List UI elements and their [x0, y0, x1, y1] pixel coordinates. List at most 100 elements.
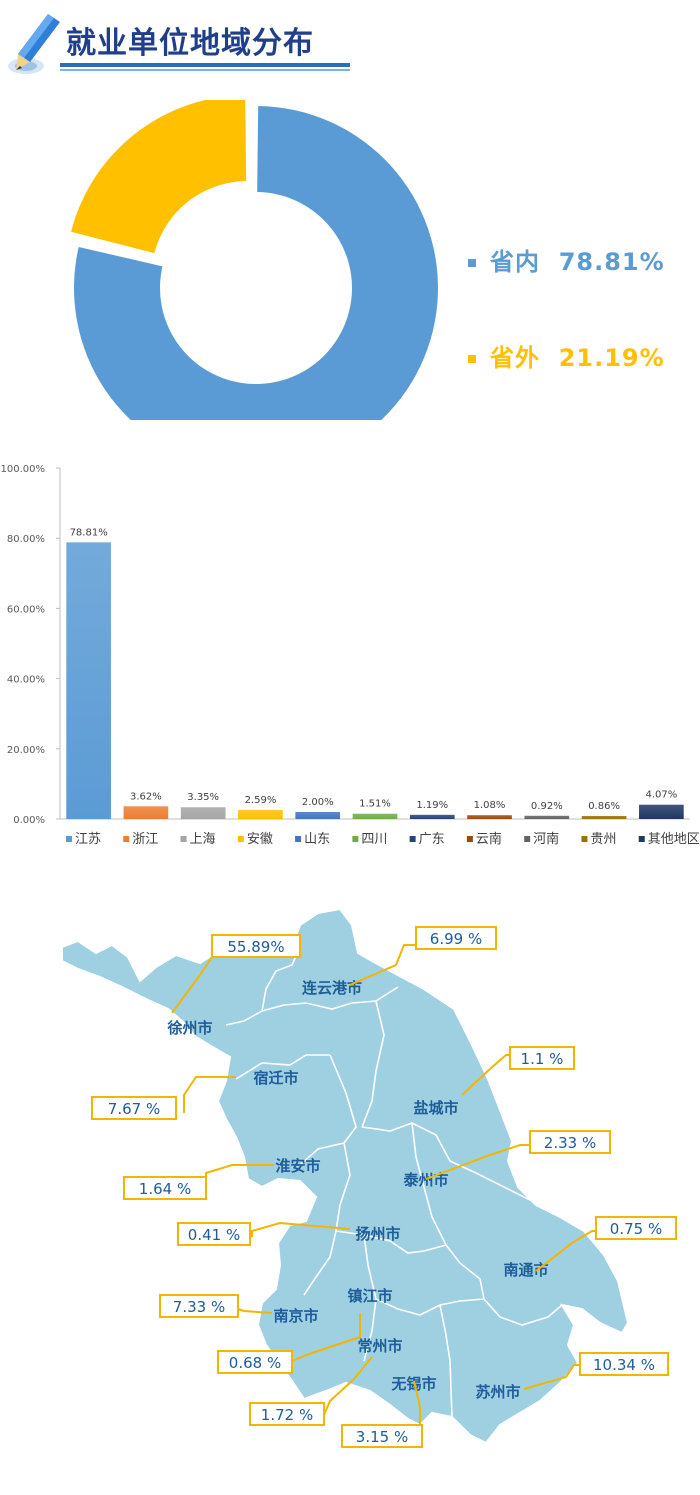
callout-box: [595, 1216, 677, 1240]
callout-line: [535, 1230, 596, 1272]
callout-box: [509, 1046, 575, 1070]
callout-box: [211, 934, 301, 958]
y-tick-label: 20.00%: [7, 745, 45, 756]
bar-value-label: 2.59%: [245, 795, 277, 806]
callout-box: [529, 1130, 611, 1154]
callout-line: [251, 1221, 351, 1237]
callout-box: [415, 926, 497, 950]
callout-value: 55.89%: [227, 938, 284, 956]
y-tick-label: 40.00%: [7, 675, 45, 686]
y-tick-label: 100.00%: [1, 464, 46, 475]
donut-svg: [71, 100, 438, 420]
title-underline-thin: [60, 69, 350, 71]
callout-value: 1.64 %: [139, 1180, 191, 1198]
legend-label: 河南: [533, 831, 559, 847]
callout-box: [579, 1352, 669, 1376]
callout-value: 0.68 %: [229, 1354, 281, 1372]
legend-value: 78.81%: [558, 248, 665, 276]
map-city-label: 常州市: [357, 1337, 402, 1355]
legend-province-outside: 省外 21.19%: [468, 338, 665, 373]
callout-value: 0.75 %: [610, 1220, 662, 1238]
map-city-label: 镇江市: [347, 1287, 392, 1305]
bar: [581, 815, 627, 819]
bar-value-label: 4.07%: [645, 790, 677, 801]
legend-swatch: [237, 836, 244, 842]
map-city-label: 徐州市: [166, 1019, 212, 1037]
callout-value: 7.67 %: [108, 1100, 160, 1118]
legend-label: 省外: [490, 344, 540, 372]
bar: [639, 804, 684, 819]
legend-label: 其他地区: [648, 832, 700, 847]
bar: [180, 807, 226, 819]
donut-chart: 省内 78.81% 省外 21.19%: [0, 100, 700, 420]
callout-line: [323, 1356, 373, 1416]
bar-value-label: 0.92%: [531, 801, 563, 812]
callout-value: 0.41 %: [188, 1226, 240, 1244]
legend-swatch: [466, 836, 473, 842]
callout-line: [523, 1364, 580, 1390]
callout-box: [249, 1402, 325, 1426]
legend-swatch: [468, 259, 476, 267]
callout-value: 10.34 %: [593, 1356, 655, 1374]
callout-line: [291, 1313, 361, 1362]
bar-value-label: 2.00%: [302, 797, 334, 808]
bar: [409, 814, 455, 819]
callout-line: [413, 1380, 421, 1425]
bar-value-label: 1.51%: [359, 799, 391, 810]
donut-slice: [71, 100, 247, 254]
map-outline: [61, 907, 630, 1445]
legend-swatch: [581, 836, 588, 842]
legend-label: 广东: [419, 832, 445, 847]
legend-label: 四川: [361, 832, 387, 847]
bar-value-label: 1.08%: [474, 800, 506, 811]
callout-box: [217, 1350, 293, 1374]
bar: [467, 815, 512, 819]
page-title: 就业单位地域分布: [66, 26, 314, 61]
callout-line: [183, 1076, 236, 1113]
bar-value-label: 3.62%: [130, 791, 162, 802]
callout-box: [159, 1294, 239, 1318]
bar-value-label: 0.86%: [588, 801, 620, 812]
legend-swatch: [295, 836, 302, 842]
bar: [66, 542, 111, 819]
callout-value: 2.33 %: [544, 1134, 596, 1152]
bar-value-label: 1.19%: [416, 800, 448, 811]
legend-label: 上海: [190, 832, 216, 847]
map-city-label: 无锡市: [390, 1375, 436, 1393]
bar-value-label: 78.81%: [70, 527, 108, 538]
legend-swatch: [66, 836, 72, 842]
callout-box: [91, 1096, 177, 1120]
callout-value: 3.15 %: [356, 1428, 408, 1446]
legend-label: 贵州: [590, 832, 616, 847]
legend-label: 江苏: [75, 831, 101, 847]
y-tick-label: 80.00%: [7, 534, 45, 545]
legend-swatch: [468, 355, 476, 363]
callout-value: 1.1 %: [521, 1050, 564, 1068]
map-city-label: 连云港市: [302, 979, 362, 997]
bar: [295, 811, 341, 819]
bar-value-label: 3.35%: [187, 792, 219, 803]
bar: [524, 815, 570, 819]
legend-swatch: [524, 836, 531, 842]
legend-value: 21.19%: [558, 344, 665, 372]
callout-line: [461, 1054, 510, 1096]
legend-swatch: [352, 836, 359, 842]
map-svg: 徐州市 55.89% 连云港市 6.99 % 宿迁市 7.67 % 盐城市 1.1 % 淮安市 1…: [61, 907, 677, 1448]
bar-svg: 0.00% 20.00% 40.00% 60.00% 80.00% 100.00% 78.8…: [1, 464, 700, 847]
y-tick-label: 0.00%: [13, 815, 45, 826]
map-city-label: 南通市: [503, 1261, 548, 1279]
map-city-label: 淮安市: [275, 1157, 320, 1175]
map-labels: 徐州市 55.89% 连云港市 6.99 % 宿迁市 7.67 % 盐城市 1.1 % 淮安市 1…: [91, 926, 677, 1448]
callout-line: [425, 1144, 530, 1180]
map-city-label: 南京市: [273, 1307, 318, 1325]
section-header: 就业单位地域分布: [0, 0, 700, 80]
callout-value: 6.99 %: [430, 930, 482, 948]
map-city-label: 盐城市: [413, 1099, 458, 1117]
callout-box: [177, 1222, 251, 1246]
legend-label: 云南: [476, 831, 502, 847]
callout-line: [349, 944, 416, 986]
legend-swatch: [409, 836, 416, 842]
legend-label: 安徽: [247, 832, 273, 847]
jiangsu-map: 徐州市 55.89% 连云港市 6.99 % 宿迁市 7.67 % 盐城市 1.1 % 淮安市 1…: [0, 905, 700, 1491]
legend-label: 浙江: [132, 832, 158, 847]
